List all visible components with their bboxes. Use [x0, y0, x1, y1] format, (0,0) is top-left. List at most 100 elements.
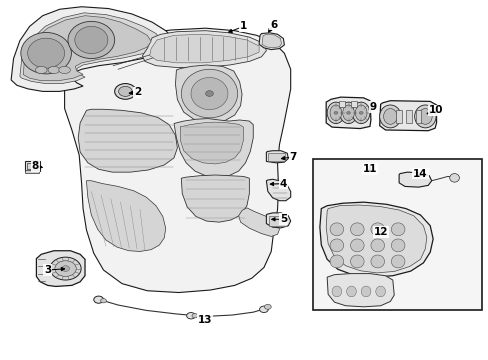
Ellipse shape: [101, 298, 106, 303]
Ellipse shape: [48, 66, 60, 73]
Polygon shape: [149, 34, 259, 63]
Ellipse shape: [75, 26, 108, 54]
Polygon shape: [180, 122, 243, 164]
Ellipse shape: [329, 223, 343, 236]
Ellipse shape: [352, 102, 369, 123]
Polygon shape: [64, 28, 290, 293]
Polygon shape: [181, 175, 249, 222]
Ellipse shape: [390, 255, 404, 268]
Ellipse shape: [181, 69, 237, 118]
Text: 1: 1: [240, 21, 246, 31]
Ellipse shape: [118, 86, 132, 96]
Polygon shape: [259, 33, 284, 50]
Ellipse shape: [390, 239, 404, 252]
Ellipse shape: [350, 255, 364, 268]
Text: 13: 13: [197, 315, 211, 325]
Bar: [25, 170, 39, 173]
Text: 4: 4: [279, 179, 286, 189]
Ellipse shape: [50, 257, 81, 280]
Text: 14: 14: [412, 168, 427, 179]
Ellipse shape: [329, 105, 341, 121]
Bar: [312, 158, 481, 310]
Polygon shape: [20, 13, 162, 84]
Text: 7: 7: [289, 152, 296, 162]
Ellipse shape: [61, 266, 69, 271]
Text: 12: 12: [373, 227, 387, 237]
Ellipse shape: [350, 239, 364, 252]
Ellipse shape: [326, 102, 344, 123]
Polygon shape: [78, 109, 177, 172]
Ellipse shape: [346, 111, 350, 114]
Ellipse shape: [28, 38, 64, 68]
Polygon shape: [266, 213, 290, 228]
Polygon shape: [326, 274, 393, 307]
Bar: [268, 153, 285, 161]
Ellipse shape: [259, 306, 268, 312]
Ellipse shape: [350, 223, 364, 236]
Ellipse shape: [361, 286, 370, 297]
Ellipse shape: [355, 105, 366, 121]
Ellipse shape: [94, 296, 103, 303]
Ellipse shape: [329, 255, 343, 268]
Text: 6: 6: [269, 19, 277, 30]
Bar: [338, 101, 344, 107]
Ellipse shape: [264, 304, 271, 309]
Ellipse shape: [370, 239, 384, 252]
Ellipse shape: [339, 102, 357, 123]
Bar: [395, 110, 401, 123]
Text: 3: 3: [44, 265, 51, 275]
Polygon shape: [262, 34, 281, 48]
Polygon shape: [266, 151, 287, 163]
Ellipse shape: [375, 286, 385, 297]
Polygon shape: [325, 97, 370, 129]
Bar: [405, 110, 411, 123]
Polygon shape: [319, 202, 432, 277]
Ellipse shape: [329, 239, 343, 252]
Text: 8: 8: [32, 161, 39, 171]
Text: 5: 5: [279, 214, 286, 224]
Ellipse shape: [383, 109, 396, 124]
Polygon shape: [398, 172, 431, 187]
Text: 10: 10: [428, 105, 443, 115]
Ellipse shape: [414, 105, 435, 128]
Ellipse shape: [331, 286, 341, 297]
Ellipse shape: [192, 314, 198, 318]
Ellipse shape: [21, 32, 71, 74]
Ellipse shape: [390, 223, 404, 236]
Ellipse shape: [35, 66, 47, 73]
Ellipse shape: [359, 111, 363, 114]
Bar: [27, 163, 38, 169]
Ellipse shape: [191, 77, 227, 110]
Ellipse shape: [370, 223, 384, 236]
Bar: [25, 161, 40, 171]
Ellipse shape: [379, 105, 400, 128]
Text: 9: 9: [369, 102, 376, 112]
Ellipse shape: [59, 66, 70, 73]
Ellipse shape: [346, 286, 356, 297]
Ellipse shape: [333, 111, 337, 114]
Polygon shape: [23, 16, 151, 81]
Ellipse shape: [55, 261, 76, 276]
Ellipse shape: [68, 21, 115, 59]
Polygon shape: [11, 7, 174, 91]
Polygon shape: [142, 31, 266, 67]
Bar: [415, 110, 421, 123]
Polygon shape: [174, 118, 253, 177]
Polygon shape: [325, 205, 426, 273]
Ellipse shape: [115, 84, 136, 99]
Polygon shape: [379, 101, 436, 131]
Polygon shape: [86, 181, 165, 251]
Polygon shape: [36, 251, 85, 287]
Ellipse shape: [342, 105, 354, 121]
Text: 11: 11: [362, 164, 376, 174]
Bar: [268, 216, 287, 226]
Ellipse shape: [186, 312, 195, 319]
Ellipse shape: [449, 174, 458, 182]
Text: 2: 2: [134, 87, 141, 98]
Polygon shape: [175, 65, 242, 123]
Polygon shape: [238, 208, 279, 237]
Bar: [351, 101, 357, 107]
Ellipse shape: [370, 255, 384, 268]
Ellipse shape: [418, 109, 431, 124]
Ellipse shape: [205, 91, 213, 96]
